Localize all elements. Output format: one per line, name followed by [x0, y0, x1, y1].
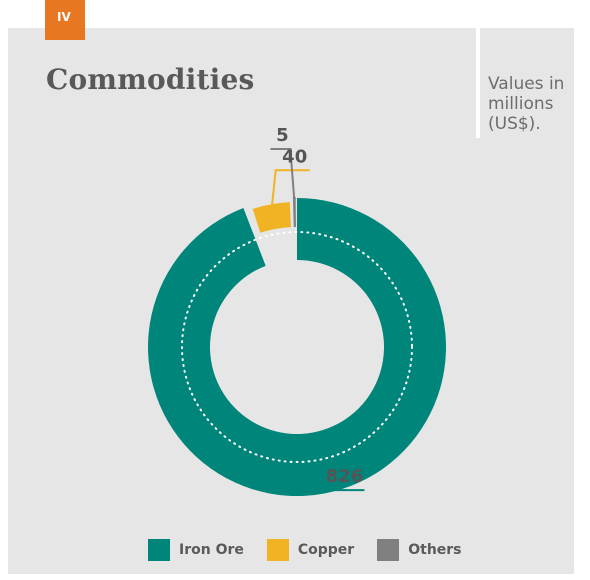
legend-label-copper: Copper: [298, 542, 354, 558]
slice-others: [293, 197, 296, 227]
legend-swatch-others: [377, 539, 399, 561]
value-label-iron-ore: 826: [326, 466, 364, 487]
legend-item-copper: Copper: [267, 539, 354, 561]
value-label-copper: 40: [282, 146, 307, 167]
legend-item-others: Others: [377, 539, 461, 561]
legend-swatch-copper: [267, 539, 289, 561]
legend-label-iron-ore: Iron Ore: [179, 542, 244, 558]
legend: Iron Ore Copper Others: [148, 538, 462, 562]
legend-label-others: Others: [408, 542, 461, 558]
legend-item-iron-ore: Iron Ore: [148, 539, 244, 561]
legend-swatch-iron-ore: [148, 539, 170, 561]
value-label-others: 5: [276, 125, 289, 146]
slice-iron-ore: [148, 198, 446, 496]
